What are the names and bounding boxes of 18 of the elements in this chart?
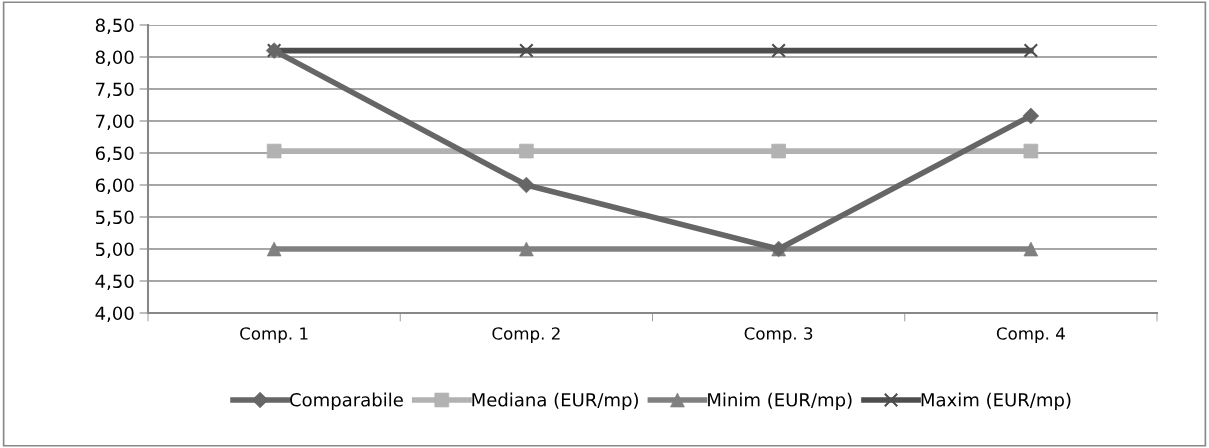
legend-label: Maxim (EUR/mp) [921,392,1071,411]
y-tick-label: 7,00 [96,114,134,130]
legend-label: Minim (EUR/mp) [708,392,852,411]
legend-label: Comparabile [290,392,403,411]
y-tick-label: 4,00 [95,306,134,322]
y-tick-label: 5,50 [96,210,134,226]
y-tick-label: 7,50 [96,82,134,98]
y-tick-label: 6,00 [95,178,134,194]
y-tick-label: 8,50 [95,18,134,34]
y-tick-label: 8,00 [95,50,134,66]
y-tick-label: 4,50 [95,274,134,290]
x-tick-label: Comp. 4 [996,327,1065,344]
x-tick-label: Comp. 2 [492,327,560,344]
x-tick-label: Comp. 1 [240,327,308,344]
y-tick-label: 5,00 [96,242,134,258]
x-tick-label: Comp. 3 [744,327,813,344]
y-tick-label: 6,50 [95,146,134,162]
legend-label: Mediana (EUR/mp) [472,392,638,411]
